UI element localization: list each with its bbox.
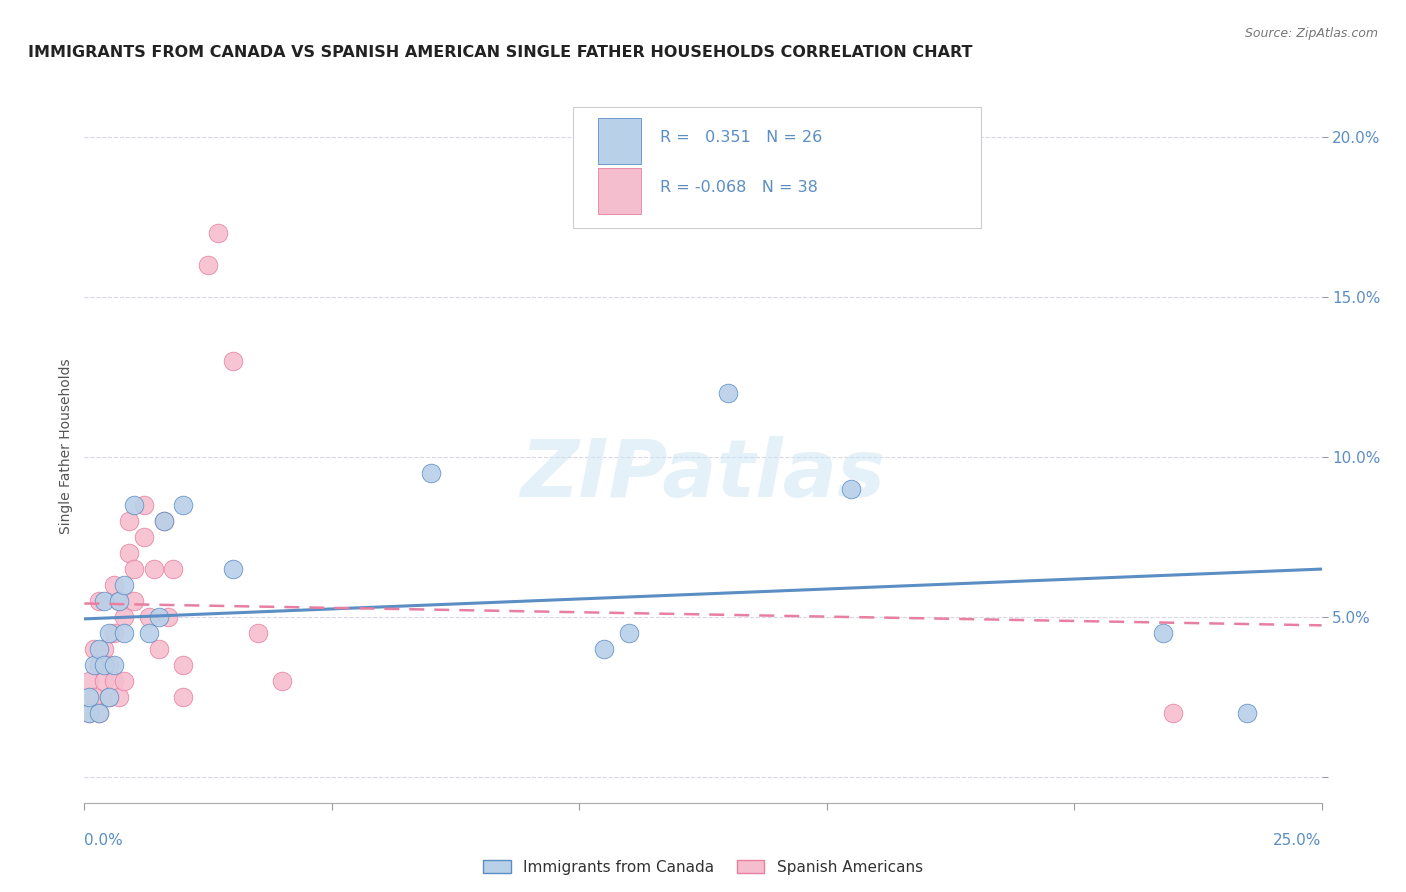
Point: [148, 610, 170, 624]
Point: [593, 642, 616, 657]
Point: [162, 562, 184, 576]
Y-axis label: Single Father Households: Single Father Households: [59, 359, 73, 533]
Point: [222, 354, 245, 368]
Point: [83, 642, 105, 657]
Point: [118, 546, 141, 560]
Point: [98, 690, 121, 705]
Point: [132, 498, 155, 512]
Point: [1152, 626, 1174, 640]
Point: [98, 690, 121, 705]
Point: [148, 642, 170, 657]
Bar: [598, 118, 641, 164]
Bar: [598, 168, 641, 214]
Point: [98, 626, 121, 640]
Point: [79, 674, 101, 689]
Point: [83, 690, 105, 705]
Point: [207, 226, 229, 240]
Point: [172, 658, 194, 673]
Point: [93, 642, 115, 657]
Point: [108, 690, 131, 705]
Point: [118, 514, 141, 528]
Point: [197, 258, 219, 272]
Point: [79, 706, 101, 721]
Point: [271, 674, 294, 689]
Point: [93, 658, 115, 673]
Point: [122, 498, 145, 512]
Point: [617, 626, 640, 640]
Text: R = -0.068   N = 38: R = -0.068 N = 38: [659, 180, 817, 195]
Point: [93, 674, 115, 689]
Point: [93, 594, 115, 608]
Point: [122, 562, 145, 576]
Point: [112, 610, 135, 624]
Point: [138, 626, 160, 640]
Point: [112, 578, 135, 592]
Point: [132, 530, 155, 544]
Point: [1161, 706, 1184, 721]
Point: [103, 674, 125, 689]
Point: [103, 578, 125, 592]
FancyBboxPatch shape: [574, 107, 981, 228]
Point: [103, 658, 125, 673]
Point: [89, 658, 111, 673]
Point: [222, 562, 245, 576]
Text: R =   0.351   N = 26: R = 0.351 N = 26: [659, 130, 823, 145]
Point: [89, 642, 111, 657]
Point: [1236, 706, 1258, 721]
Text: Source: ZipAtlas.com: Source: ZipAtlas.com: [1244, 27, 1378, 40]
Point: [79, 706, 101, 721]
Text: 0.0%: 0.0%: [84, 833, 124, 848]
Point: [419, 466, 441, 480]
Point: [152, 514, 174, 528]
Point: [717, 386, 740, 401]
Text: 25.0%: 25.0%: [1274, 833, 1322, 848]
Point: [246, 626, 269, 640]
Point: [138, 610, 160, 624]
Point: [89, 594, 111, 608]
Legend: Immigrants from Canada, Spanish Americans: Immigrants from Canada, Spanish American…: [477, 854, 929, 880]
Text: IMMIGRANTS FROM CANADA VS SPANISH AMERICAN SINGLE FATHER HOUSEHOLDS CORRELATION : IMMIGRANTS FROM CANADA VS SPANISH AMERIC…: [28, 45, 973, 60]
Point: [108, 594, 131, 608]
Point: [79, 690, 101, 705]
Text: ZIPatlas: ZIPatlas: [520, 435, 886, 514]
Point: [89, 706, 111, 721]
Point: [98, 658, 121, 673]
Point: [108, 594, 131, 608]
Point: [142, 562, 165, 576]
Point: [841, 482, 863, 496]
Point: [112, 674, 135, 689]
Point: [122, 594, 145, 608]
Point: [112, 626, 135, 640]
Point: [89, 706, 111, 721]
Point: [172, 498, 194, 512]
Point: [152, 514, 174, 528]
Point: [103, 626, 125, 640]
Point: [83, 658, 105, 673]
Point: [172, 690, 194, 705]
Point: [157, 610, 180, 624]
